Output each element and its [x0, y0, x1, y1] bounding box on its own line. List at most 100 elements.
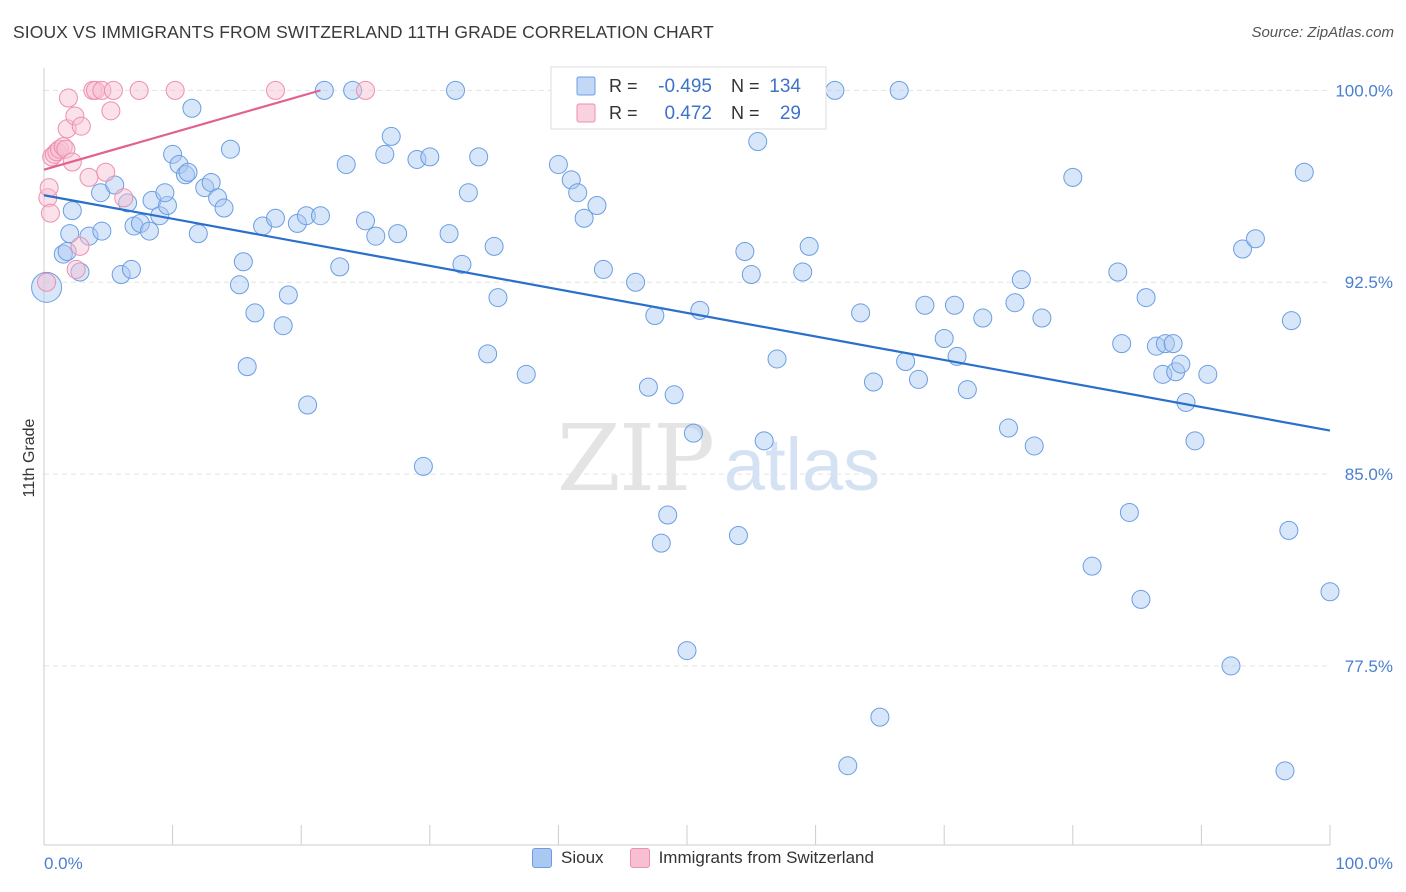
sioux-point	[139, 221, 159, 241]
legend-label-sioux: Sioux	[561, 848, 604, 867]
sioux-point	[863, 372, 883, 392]
sioux-point	[452, 254, 472, 274]
switzerland-point	[129, 80, 149, 100]
switzerland-point	[40, 203, 60, 223]
sioux-point	[1082, 556, 1102, 576]
stats-swatch	[576, 103, 596, 123]
sioux-point	[1011, 270, 1031, 290]
sioux-point	[626, 272, 646, 292]
sioux-point	[1119, 502, 1139, 522]
sioux-point	[484, 236, 504, 256]
sioux-point	[683, 423, 703, 443]
stats-swatch	[576, 76, 596, 96]
x-tick-labels: 0.0% 100.0%	[44, 854, 1393, 873]
sioux-point	[1245, 229, 1265, 249]
sioux-point	[1136, 288, 1156, 308]
switzerland-point	[65, 106, 85, 126]
sioux-point	[799, 236, 819, 256]
sioux-point	[793, 262, 813, 282]
sioux-point	[208, 188, 228, 208]
sioux-point	[214, 198, 234, 218]
x-tick-label: 100.0%	[1335, 854, 1393, 873]
sioux-point	[420, 147, 440, 167]
sioux-point	[1320, 582, 1340, 602]
sioux-point	[677, 641, 697, 661]
legend-swatch-sioux	[532, 848, 553, 868]
sioux-point	[1294, 162, 1314, 182]
source-label: Source: ZipAtlas.com	[1251, 24, 1394, 41]
switzerland-point	[114, 188, 134, 208]
sioux-point	[1112, 334, 1132, 354]
sioux-point	[593, 259, 613, 279]
switzerland-points	[37, 80, 375, 292]
switzerland-point	[356, 80, 375, 100]
sioux-point	[889, 80, 909, 100]
sioux-point	[1108, 262, 1128, 282]
axes	[43, 68, 1331, 846]
sioux-point	[838, 756, 858, 776]
sioux-point	[1005, 293, 1025, 313]
sioux-point	[1198, 364, 1218, 384]
sioux-point	[587, 195, 607, 215]
sioux-point	[195, 178, 215, 198]
sioux-point	[1221, 656, 1241, 676]
sioux-point	[229, 275, 249, 295]
sioux-point	[273, 316, 293, 336]
sioux-point	[870, 707, 890, 727]
sioux-point	[388, 224, 408, 244]
switzerland-point	[265, 80, 285, 100]
sioux-point	[896, 352, 916, 372]
sioux-point	[754, 431, 774, 451]
sioux-point	[237, 357, 257, 377]
stats-n-label: N =	[731, 103, 760, 123]
sioux-point	[944, 295, 964, 315]
sioux-point	[233, 252, 253, 272]
trend-lines	[43, 89, 1331, 432]
legend-label-switzerland: Immigrants from Switzerland	[658, 848, 874, 867]
stats-r-value: 0.472	[664, 103, 712, 124]
sioux-point	[1024, 436, 1044, 456]
sioux-point	[366, 226, 386, 246]
watermark-atlas: atlas	[724, 423, 880, 506]
sioux-trend-line	[43, 194, 1331, 432]
sioux-point	[458, 183, 478, 203]
y-tick-labels: 100.0% 92.5% 85.0% 77.5%	[1335, 81, 1393, 676]
sioux-point	[568, 183, 588, 203]
sioux-points	[31, 80, 1340, 781]
y-tick-label: 100.0%	[1335, 81, 1393, 100]
sioux-point	[1185, 431, 1205, 451]
stats-box-frame	[550, 66, 827, 130]
legend-item-switzerland: Immigrants from Switzerland	[629, 848, 874, 868]
stats-box: R = -0.495 N = 134 R = 0.472 N = 29	[550, 66, 827, 130]
sioux-point	[478, 344, 498, 364]
sioux-point	[469, 147, 489, 167]
sioux-point	[163, 144, 183, 164]
switzerland-point	[165, 80, 185, 100]
sioux-point	[1163, 334, 1183, 354]
sioux-point	[767, 349, 787, 369]
legend-swatch-switzerland	[629, 848, 650, 868]
switzerland-point	[39, 178, 59, 198]
sioux-point	[220, 139, 240, 159]
sioux-point	[658, 505, 678, 525]
sioux-point	[413, 456, 433, 476]
sioux-point	[330, 257, 350, 277]
sioux-point	[446, 80, 466, 100]
sioux-point	[62, 201, 82, 221]
sioux-point	[155, 183, 175, 203]
legend-item-sioux: Sioux	[532, 848, 604, 868]
stats-n-value: 134	[769, 76, 801, 97]
switzerland-point	[56, 139, 76, 159]
sioux-point	[381, 126, 401, 146]
stats-n-label: N =	[731, 76, 760, 96]
sioux-point	[157, 195, 177, 215]
sioux-point	[973, 308, 993, 328]
sioux-point	[118, 193, 138, 213]
sioux-point	[121, 259, 141, 279]
switzerland-point	[70, 236, 90, 256]
sioux-point	[1155, 334, 1175, 354]
sioux-point	[664, 385, 684, 405]
sioux-point	[741, 265, 761, 285]
sioux-point	[111, 265, 131, 285]
